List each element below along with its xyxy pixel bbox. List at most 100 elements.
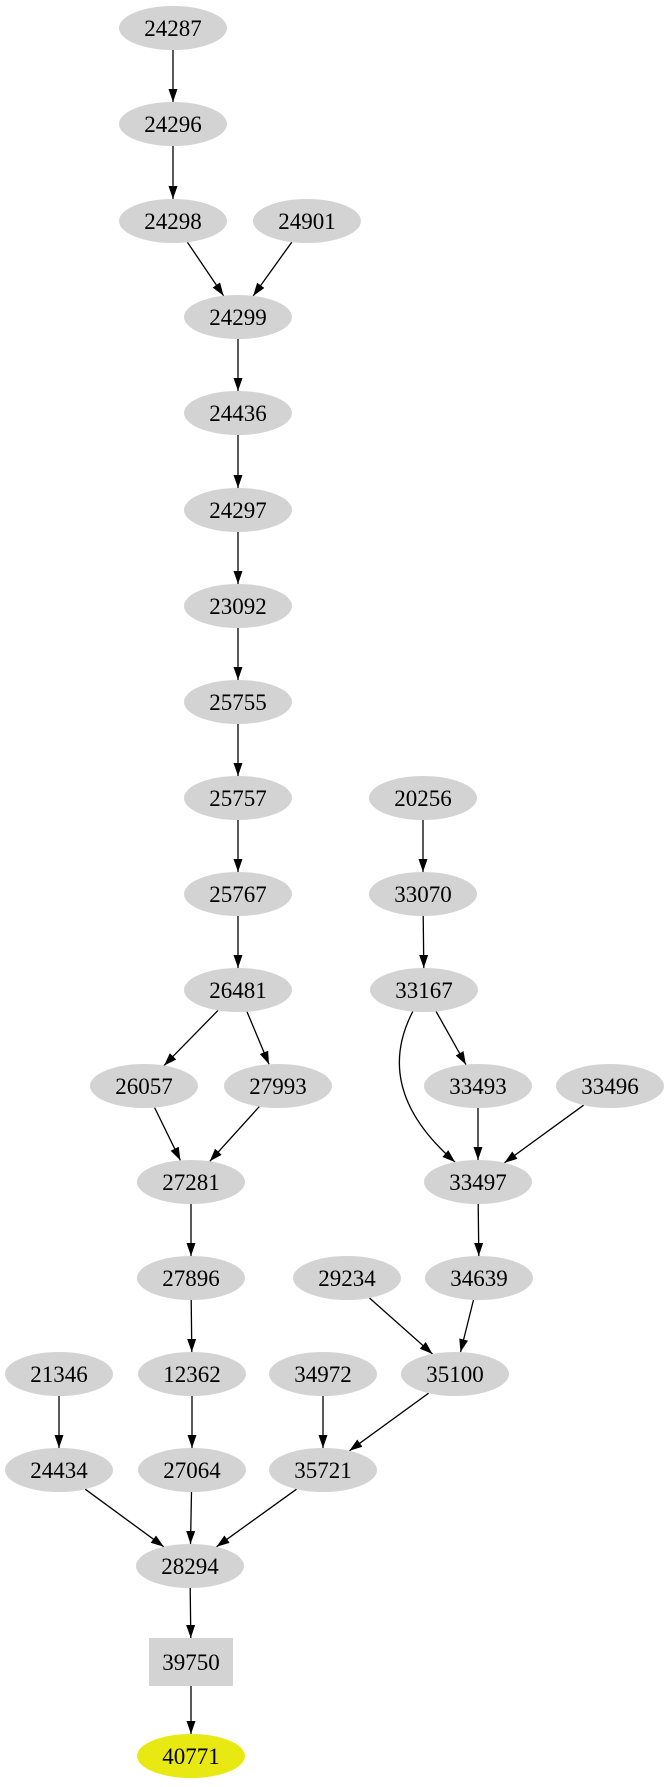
node-ellipse-shape: [425, 1256, 533, 1300]
node-label: 29234: [318, 1266, 376, 1291]
edge-29234-35100: [369, 1297, 433, 1355]
node-label: 28294: [161, 1554, 219, 1579]
node-24287: 24287: [119, 6, 227, 50]
node-label: 39750: [162, 1650, 220, 1675]
node-label: 25757: [209, 786, 267, 811]
node-label: 25755: [209, 690, 267, 715]
node-ellipse-shape: [184, 680, 292, 724]
node-label: 35100: [426, 1362, 484, 1387]
node-ellipse-shape: [137, 1160, 245, 1204]
node-label: 26057: [115, 1074, 173, 1099]
node-ellipse-shape: [370, 968, 478, 1012]
node-27281: 27281: [137, 1160, 245, 1204]
node-35100: 35100: [401, 1352, 509, 1396]
edge-27064-28294: [186, 1491, 196, 1545]
edge-28294-39750: [186, 1587, 196, 1639]
node-label: 24434: [30, 1458, 88, 1483]
edge-35721-28294: [216, 1488, 297, 1548]
node-28294: 28294: [136, 1544, 244, 1588]
node-29234: 29234: [293, 1256, 401, 1300]
edge-35100-35721: [349, 1392, 429, 1452]
node-ellipse-shape: [269, 1448, 377, 1492]
node-label: 24287: [144, 16, 202, 41]
node-ellipse-shape: [293, 1256, 401, 1300]
node-label: 33496: [581, 1074, 639, 1099]
edge-33496-33497: [504, 1104, 584, 1164]
node-ellipse-shape: [184, 584, 292, 628]
edge-33497-34639: [474, 1203, 484, 1257]
edge-33167-33497: [398, 1011, 456, 1163]
node-24436: 24436: [184, 391, 292, 435]
node-ellipse-shape: [556, 1064, 664, 1108]
node-ellipse-shape: [424, 1064, 532, 1108]
node-label: 24436: [209, 401, 267, 426]
edge-24901-24299: [252, 241, 293, 297]
nodes-layer: 24287 24296 24298 24901 24299 24436 24297 23092…: [5, 6, 664, 1778]
node-24434: 24434: [5, 1448, 113, 1492]
edge-26481-26057: [163, 1009, 219, 1067]
node-40771: 40771: [137, 1734, 245, 1778]
node-label: 27896: [162, 1266, 220, 1291]
node-ellipse-shape: [184, 295, 292, 339]
edge-27993-27281: [209, 1106, 260, 1162]
node-12362: 12362: [138, 1352, 246, 1396]
node-ellipse-shape: [137, 1734, 245, 1778]
node-ellipse-shape: [269, 1352, 377, 1396]
node-box-shape: [149, 1638, 233, 1686]
node-label: 34639: [450, 1266, 508, 1291]
node-33496: 33496: [556, 1064, 664, 1108]
edge-24298-24299: [186, 241, 225, 297]
node-label: 12362: [163, 1362, 221, 1387]
node-24296: 24296: [119, 102, 227, 146]
node-label: 23092: [209, 594, 267, 619]
node-34972: 34972: [269, 1352, 377, 1396]
node-ellipse-shape: [119, 199, 227, 243]
edge-34639-35100: [459, 1299, 475, 1353]
node-label: 26481: [209, 978, 267, 1003]
node-26057: 26057: [90, 1064, 198, 1108]
node-23092: 23092: [184, 584, 292, 628]
node-24299: 24299: [184, 295, 292, 339]
node-ellipse-shape: [224, 1064, 332, 1108]
node-ellipse-shape: [184, 872, 292, 916]
node-label: 20256: [394, 786, 452, 811]
node-33167: 33167: [370, 968, 478, 1012]
node-33493: 33493: [424, 1064, 532, 1108]
node-label: 33070: [394, 882, 452, 907]
node-label: 25767: [209, 882, 267, 907]
node-ellipse-shape: [137, 1256, 245, 1300]
node-ellipse-shape: [184, 488, 292, 532]
node-ellipse-shape: [119, 102, 227, 146]
edges-layer: [54, 50, 584, 1734]
node-27064: 27064: [138, 1448, 246, 1492]
node-label: 24299: [209, 305, 267, 330]
node-21346: 21346: [5, 1352, 113, 1396]
node-label: 27281: [162, 1170, 220, 1195]
node-33497: 33497: [424, 1160, 532, 1204]
node-ellipse-shape: [138, 1352, 246, 1396]
node-24298: 24298: [119, 199, 227, 243]
node-label: 27064: [163, 1458, 221, 1483]
node-label: 24297: [209, 498, 267, 523]
node-label: 24901: [278, 209, 336, 234]
edge-33070-33167: [419, 915, 429, 969]
node-25767: 25767: [184, 872, 292, 916]
node-24901: 24901: [253, 199, 361, 243]
node-ellipse-shape: [5, 1448, 113, 1492]
node-39750: 39750: [149, 1638, 233, 1686]
node-label: 33497: [449, 1170, 507, 1195]
node-24297: 24297: [184, 488, 292, 532]
node-ellipse-shape: [136, 1544, 244, 1588]
node-ellipse-shape: [184, 776, 292, 820]
node-label: 33493: [449, 1074, 507, 1099]
node-ellipse-shape: [184, 968, 292, 1012]
node-label: 33167: [395, 978, 453, 1003]
node-label: 24298: [144, 209, 202, 234]
node-ellipse-shape: [184, 391, 292, 435]
edge-33167-33493: [435, 1011, 467, 1065]
node-ellipse-shape: [90, 1064, 198, 1108]
node-27993: 27993: [224, 1064, 332, 1108]
node-26481: 26481: [184, 968, 292, 1012]
